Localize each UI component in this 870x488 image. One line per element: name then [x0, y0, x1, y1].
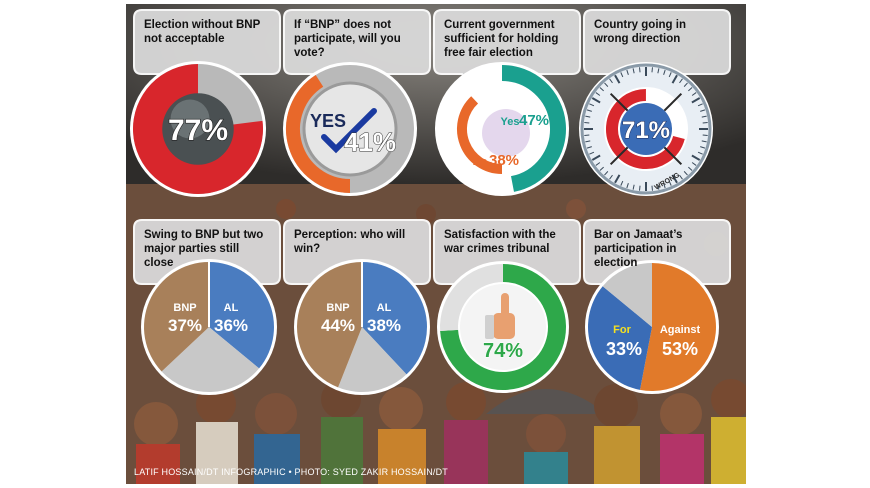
thumbs-up-icon	[485, 293, 515, 339]
value-label-bnp: 44%	[321, 316, 355, 335]
value-label-al: 36%	[214, 316, 248, 335]
value-label-77: 77%	[168, 114, 228, 147]
dial-slice-wrong	[606, 89, 685, 169]
pie-slice-other	[338, 327, 407, 392]
pie-slice-bnp	[144, 262, 209, 372]
chart-card-3: Yes 47% No 38%	[433, 9, 581, 196]
infographic: 77% YES 41% Yes 47% No 38% 71% WRONG BNP 37% AL 36% B…	[126, 4, 746, 484]
value-label-41: 41%	[344, 127, 396, 157]
card-title: Swing to BNP but two major parties still…	[144, 229, 264, 269]
chart-card-6: BNP 44% AL 38%	[283, 219, 431, 395]
value-label-for: 33%	[606, 339, 642, 359]
value-label-47: 47%	[519, 112, 549, 129]
pie-slice-for	[587, 286, 652, 390]
center-glow	[482, 109, 530, 157]
ring-slice-satisfied	[440, 264, 566, 390]
card-title-bubble	[433, 9, 581, 86]
card-title: Current government sufficient for holdin…	[444, 19, 559, 59]
card-title-bubble	[583, 9, 731, 86]
ring-slice-other	[440, 264, 504, 331]
label-yes: Yes	[501, 116, 520, 128]
value-label-38: 38%	[489, 152, 519, 169]
chart-card-4: 71%WRONG	[579, 9, 731, 196]
value-label-al: 38%	[367, 316, 401, 335]
label-yes: YES	[310, 111, 346, 131]
label-al: AL	[224, 302, 239, 314]
chart-card-8: For 33% Against 53%	[583, 219, 731, 394]
value-label-bnp: 37%	[168, 316, 202, 335]
pie-slice-al	[209, 262, 274, 369]
arc-slice-no	[457, 96, 503, 174]
pie-slice-against	[640, 263, 716, 392]
ring-inner	[302, 81, 398, 177]
checkmark-icon	[321, 108, 377, 154]
label-al: AL	[377, 302, 392, 314]
card-title-bubble	[283, 9, 431, 86]
pie-slice-other	[161, 327, 260, 392]
dial-center	[620, 103, 672, 155]
value-label-against: 53%	[662, 339, 698, 359]
ring-slice-yes	[286, 74, 351, 193]
card-title-bubble	[133, 9, 281, 86]
label-against: Against	[660, 324, 701, 336]
value-label-71: 71%	[622, 117, 670, 144]
pie-slice-bnp	[297, 262, 362, 388]
value-label-74: 74%	[483, 340, 523, 362]
card-title: Bar on Jamaat’s participation in electio…	[594, 229, 683, 269]
label-bnp: BNP	[173, 302, 196, 314]
card-title: Country going in wrong direction	[594, 19, 686, 45]
card-title: Election without BNP not acceptable	[144, 19, 261, 45]
pie-slice-al	[362, 262, 427, 375]
label-for: For	[613, 324, 631, 336]
label-bnp: BNP	[326, 302, 349, 314]
arc-slice-yes	[501, 65, 566, 192]
chart-card-5: BNP 37% AL 36%	[133, 219, 281, 395]
pie-slice-other	[602, 263, 652, 327]
card-title: If “BNP” does not participate, will you …	[294, 19, 401, 59]
card-title: Perception: who will win?	[294, 229, 406, 255]
label-no: No	[473, 156, 488, 168]
photo-credit: LATIF HOSSAIN/DT INFOGRAPHIC • PHOTO: SY…	[134, 467, 448, 477]
chart-card-7: 74%	[433, 219, 581, 393]
chart-card-1: 77%	[130, 9, 281, 197]
card-title: Satisfaction with the war crimes tribuna…	[444, 229, 556, 255]
